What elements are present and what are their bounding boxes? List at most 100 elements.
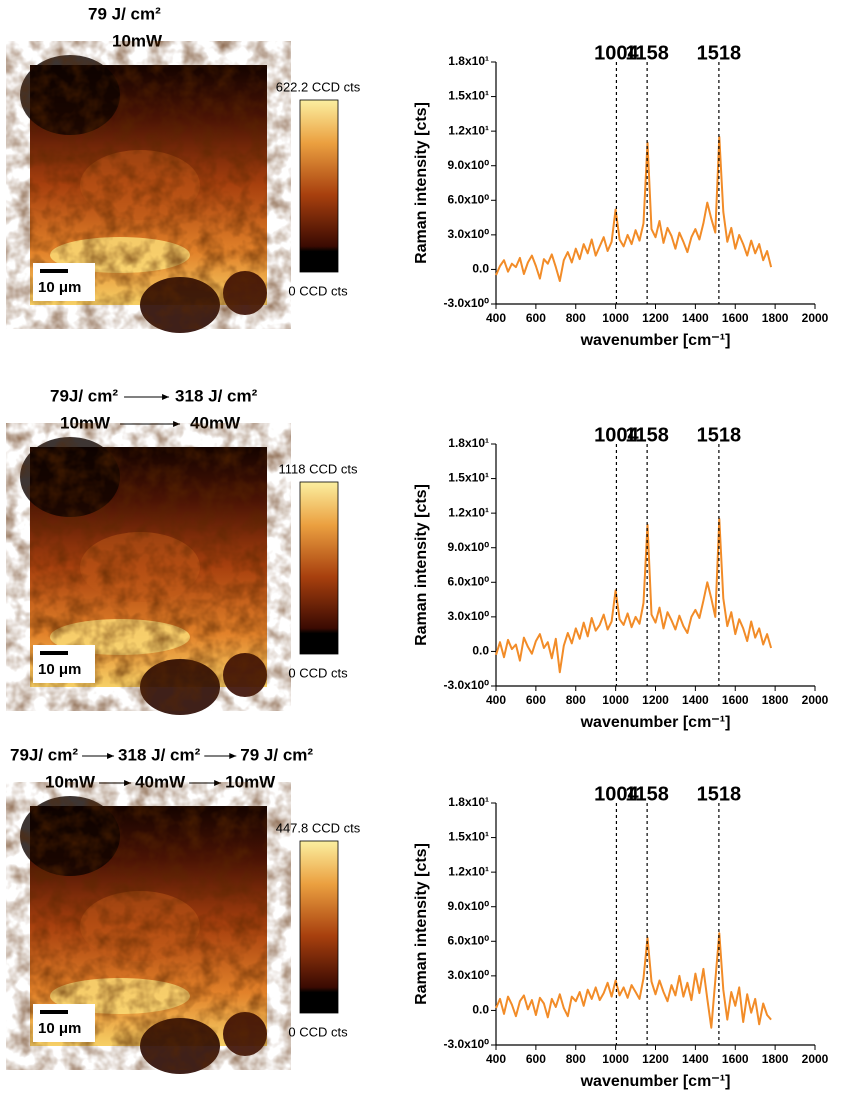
x-axis-label: wavenumber [cm⁻¹]: [580, 1073, 731, 1090]
peak-label: 1004: [594, 783, 639, 805]
x-tick-label: 1200: [642, 1052, 669, 1066]
heatmap: [20, 796, 267, 1074]
y-axis-label: Raman intensity [cts]: [413, 484, 430, 646]
y-tick-label: -3.0x10⁰: [443, 296, 489, 310]
arrow-head: [214, 780, 222, 786]
y-tick-label: 9.0x10⁰: [447, 899, 489, 913]
x-tick-label: 600: [526, 1052, 546, 1066]
map-title: 40mW: [135, 772, 186, 791]
y-tick-label: 9.0x10⁰: [447, 158, 489, 172]
y-tick-label: 3.0x10⁰: [447, 609, 489, 623]
x-tick-label: 400: [486, 311, 506, 325]
x-tick-label: 1400: [682, 1052, 709, 1066]
x-tick-label: 800: [566, 311, 586, 325]
map-title: 10mW: [45, 772, 96, 791]
y-tick-label: 3.0x10⁰: [447, 227, 489, 241]
map-title: 10mW: [112, 31, 163, 50]
colorbar: [299, 481, 339, 655]
y-tick-label: 6.0x10⁰: [447, 933, 489, 947]
x-tick-label: 1400: [682, 693, 709, 707]
peak-label: 1518: [697, 783, 742, 805]
scale-label: 10 μm: [38, 1020, 81, 1037]
colorbar-max: 447.8 CCD cts: [276, 820, 361, 835]
y-axis-label: Raman intensity [cts]: [413, 843, 430, 1005]
x-tick-label: 2000: [802, 1052, 829, 1066]
scale-label: 10 μm: [38, 279, 81, 296]
y-tick-label: 6.0x10⁰: [447, 574, 489, 588]
spectrum-line: [495, 932, 772, 1029]
y-tick-label: 6.0x10⁰: [447, 192, 489, 206]
y-tick-label: -3.0x10⁰: [443, 678, 489, 692]
x-tick-label: 600: [526, 311, 546, 325]
y-tick-label: 1.5x10¹: [448, 471, 489, 485]
y-tick-label: 1.2x10¹: [448, 123, 489, 137]
colorbar-max: 1118 CCD cts: [279, 461, 358, 476]
map-title: 318 J/ cm²: [175, 386, 258, 405]
spectrum-line: [495, 517, 773, 674]
y-tick-label: 1.2x10¹: [448, 864, 489, 878]
peak-label: 1518: [697, 424, 742, 446]
peak-label: 1518: [697, 42, 742, 64]
x-tick-label: 400: [486, 1052, 506, 1066]
map-title: 318 J/ cm²: [118, 745, 201, 764]
map-title: 10mW: [225, 772, 276, 791]
peak-label: 1158: [625, 42, 668, 64]
x-tick-label: 1600: [722, 311, 749, 325]
y-tick-label: 1.5x10¹: [448, 830, 489, 844]
colorbar-min: 0 CCD cts: [288, 283, 348, 298]
arrow-head: [162, 394, 170, 400]
x-tick-label: 1200: [642, 693, 669, 707]
x-tick-label: 800: [566, 693, 586, 707]
colorbar-min: 0 CCD cts: [288, 665, 348, 680]
y-tick-label: 3.0x10⁰: [447, 968, 489, 982]
x-tick-label: 1000: [602, 1052, 629, 1066]
map-title: 79 J/ cm²: [88, 4, 161, 23]
y-tick-label: 0.0: [472, 262, 489, 276]
x-tick-label: 2000: [802, 693, 829, 707]
x-tick-label: 1400: [682, 311, 709, 325]
y-tick-label: 0.0: [472, 1003, 489, 1017]
x-tick-label: 400: [486, 693, 506, 707]
x-tick-label: 1000: [602, 311, 629, 325]
peak-label: 1004: [594, 424, 639, 446]
map-title: 79J/ cm²: [50, 386, 118, 405]
peak-label: 1158: [625, 424, 668, 446]
colorbar-min: 0 CCD cts: [288, 1024, 348, 1039]
x-axis-label: wavenumber [cm⁻¹]: [580, 332, 731, 349]
map-title: 10mW: [60, 413, 111, 432]
y-tick-label: 1.5x10¹: [448, 89, 489, 103]
arrow-head: [173, 421, 181, 427]
x-axis-label: wavenumber [cm⁻¹]: [580, 714, 731, 731]
arrow-head: [107, 753, 115, 759]
x-tick-label: 2000: [802, 311, 829, 325]
x-tick-label: 1600: [722, 693, 749, 707]
spectrum-line: [495, 135, 773, 282]
y-tick-label: 9.0x10⁰: [447, 540, 489, 554]
peak-label: 1004: [594, 42, 639, 64]
arrow-head: [229, 753, 237, 759]
y-tick-label: 1.2x10¹: [448, 505, 489, 519]
colorbar: [299, 99, 339, 273]
x-tick-label: 600: [526, 693, 546, 707]
y-tick-label: 1.8x10¹: [448, 54, 489, 68]
y-tick-label: -3.0x10⁰: [443, 1037, 489, 1051]
x-tick-label: 1800: [762, 693, 789, 707]
colorbar: [299, 840, 339, 1014]
y-tick-label: 1.8x10¹: [448, 795, 489, 809]
scale-label: 10 μm: [38, 661, 81, 678]
map-title: 40mW: [190, 413, 241, 432]
colorbar-max: 622.2 CCD cts: [276, 79, 361, 94]
peak-label: 1158: [625, 783, 668, 805]
x-tick-label: 1800: [762, 311, 789, 325]
x-tick-label: 1600: [722, 1052, 749, 1066]
x-tick-label: 1200: [642, 311, 669, 325]
arrow-head: [124, 780, 132, 786]
x-tick-label: 1000: [602, 693, 629, 707]
map-title: 79J/ cm²: [10, 745, 78, 764]
y-tick-label: 0.0: [472, 644, 489, 658]
y-axis-label: Raman intensity [cts]: [413, 102, 430, 264]
map-title: 79 J/ cm²: [240, 745, 313, 764]
x-tick-label: 800: [566, 1052, 586, 1066]
x-tick-label: 1800: [762, 1052, 789, 1066]
